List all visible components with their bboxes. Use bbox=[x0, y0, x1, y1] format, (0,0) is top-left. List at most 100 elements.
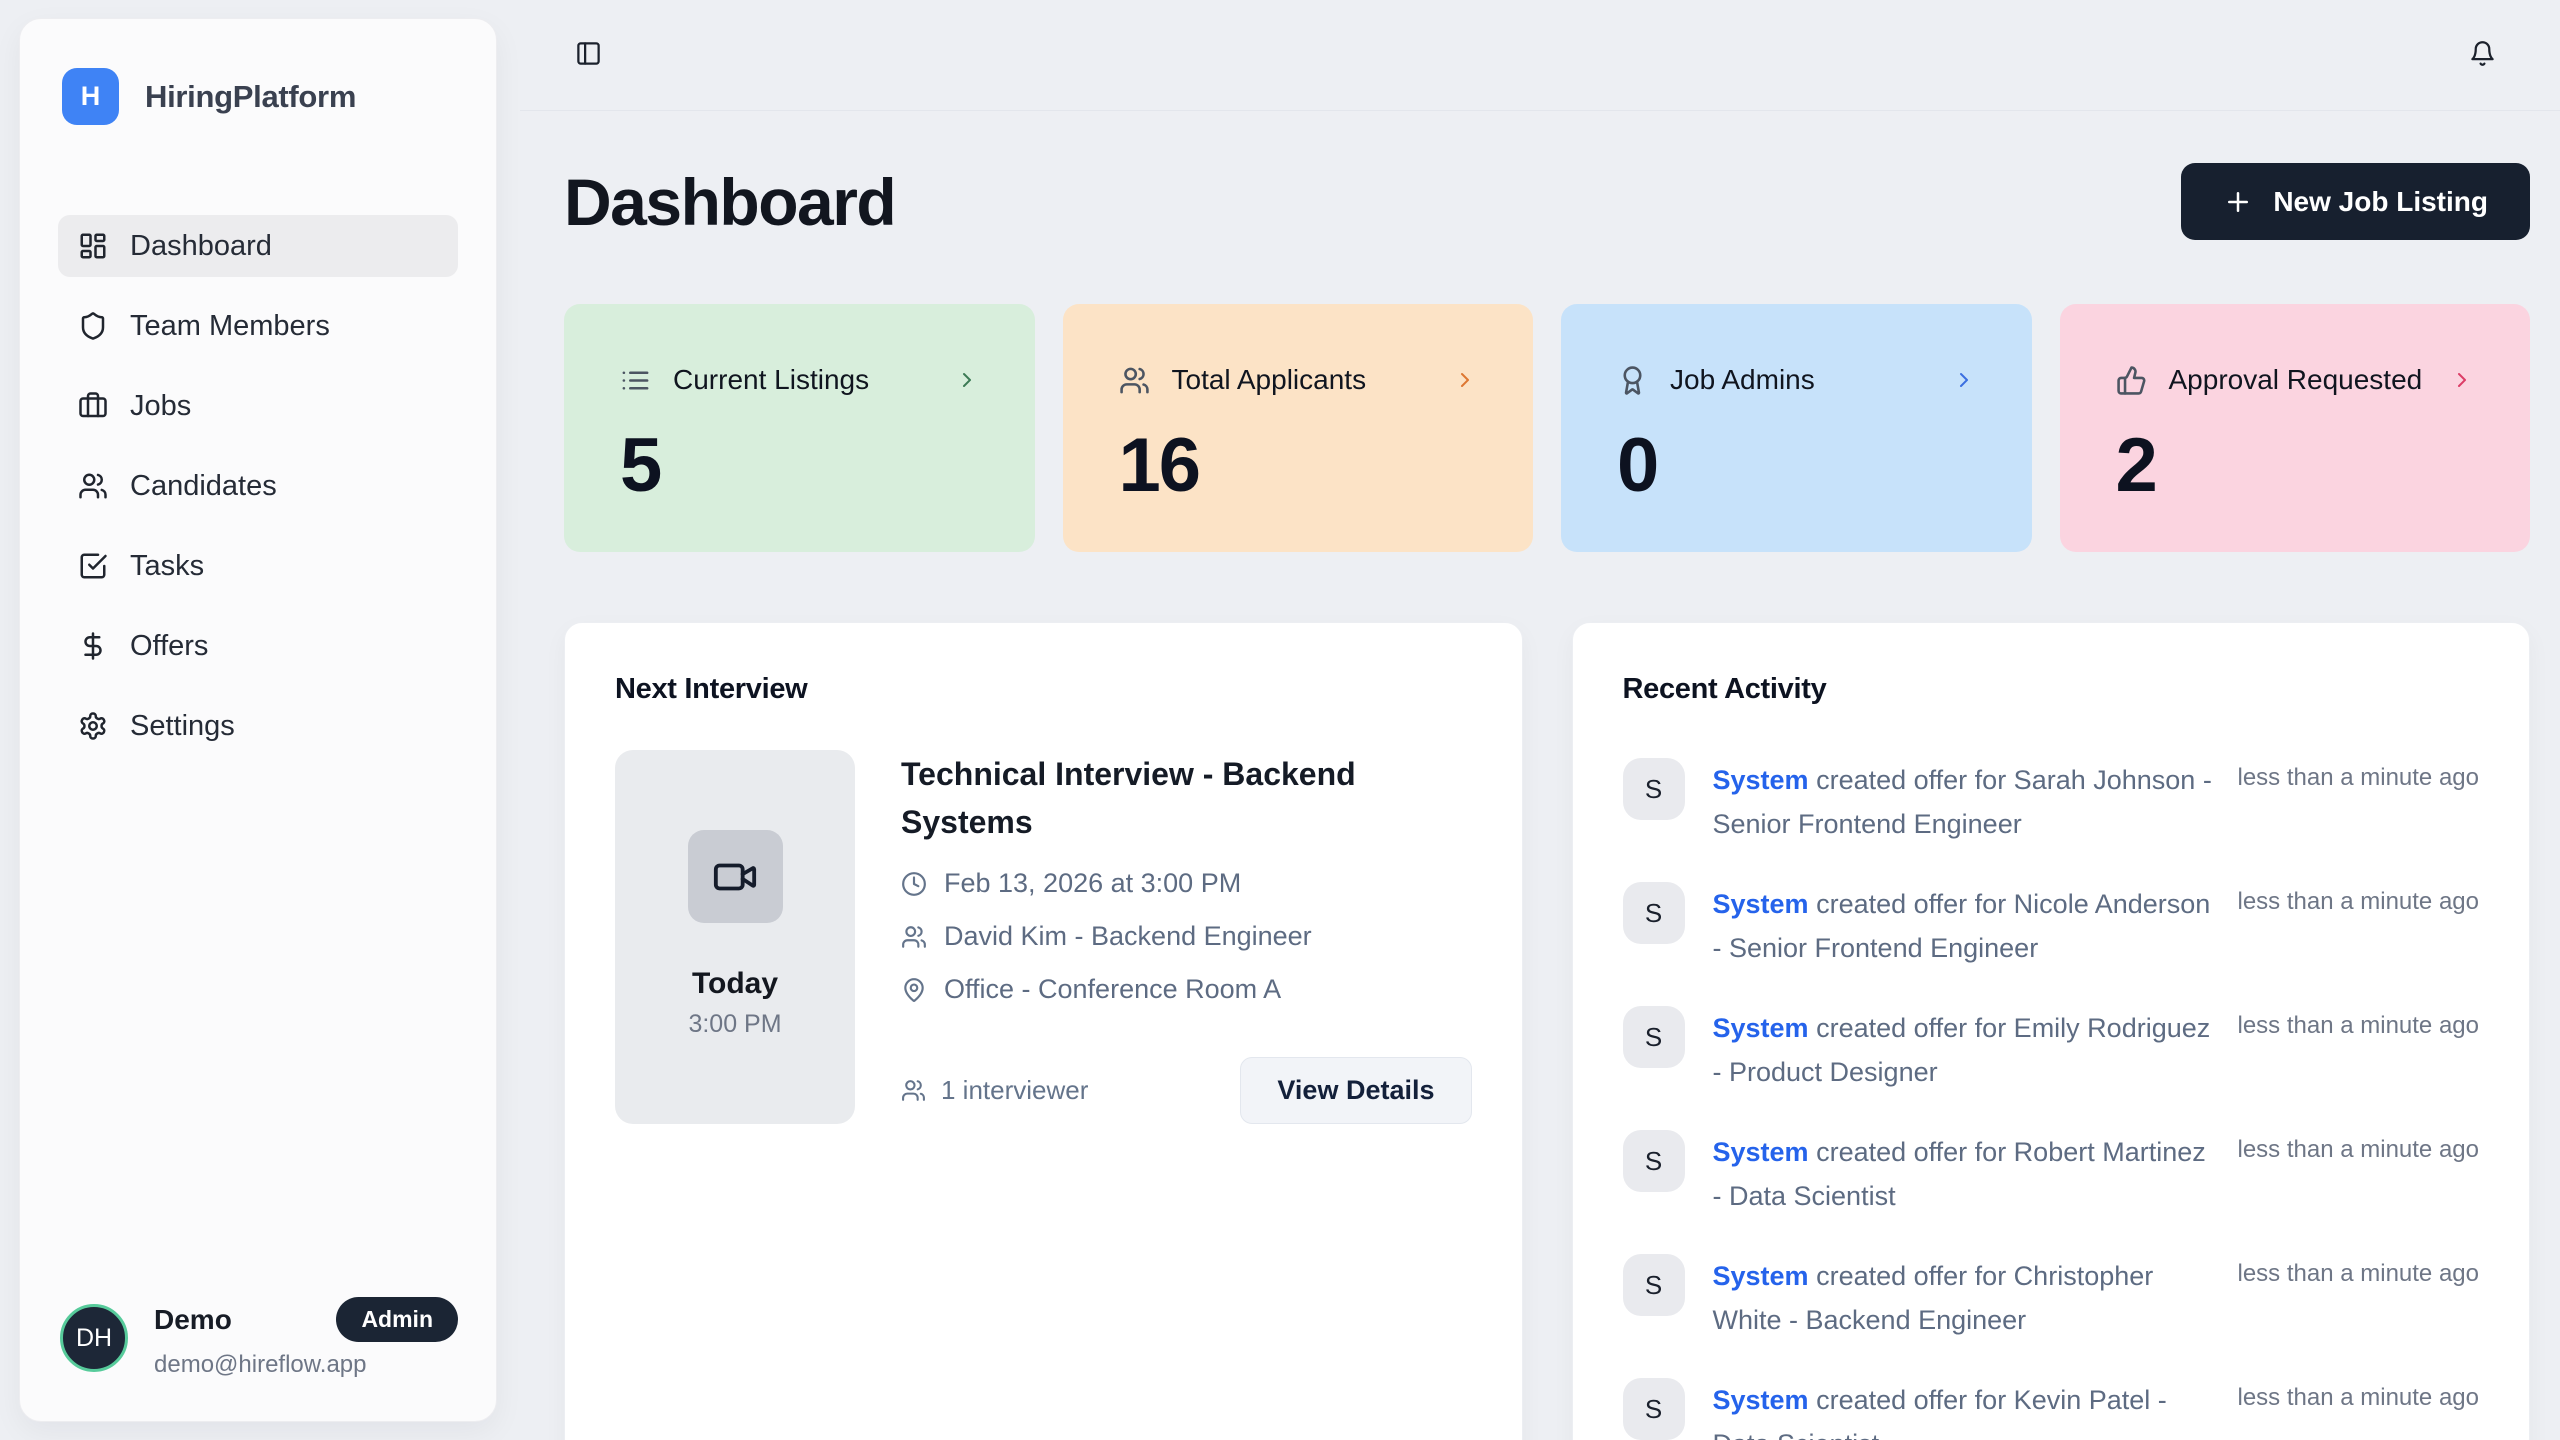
interviewer-count: 1 interviewer bbox=[941, 1075, 1089, 1105]
users-icon bbox=[901, 924, 927, 950]
recent-activity-heading: Recent Activity bbox=[1622, 673, 1827, 705]
page-content: Dashboard New Job Listing Current Listin… bbox=[520, 111, 2560, 1440]
activity-avatar: S bbox=[1622, 1254, 1685, 1316]
main-area: Dashboard New Job Listing Current Listin… bbox=[520, 0, 2560, 1440]
activity-avatar: S bbox=[1622, 882, 1685, 944]
sidebar-item-label: Offers bbox=[130, 629, 209, 662]
activity-description: created offer for Robert Martinez - Data… bbox=[1712, 1137, 2206, 1211]
activity-description: created offer for Christopher White - Ba… bbox=[1712, 1261, 2154, 1335]
sidebar-item[interactable]: Settings bbox=[58, 695, 458, 757]
activity-actor-link[interactable]: System bbox=[1712, 1137, 1809, 1167]
activity-avatar: S bbox=[1622, 1006, 1685, 1068]
activity-row: S System created offer for Sarah Johnson… bbox=[1622, 758, 2479, 846]
briefcase-icon bbox=[78, 391, 108, 421]
activity-actor-link[interactable]: System bbox=[1712, 1385, 1809, 1415]
users-icon bbox=[78, 471, 108, 501]
sidebar-item[interactable]: Offers bbox=[58, 615, 458, 677]
sidebar-item[interactable]: Tasks bbox=[58, 535, 458, 597]
brand-logo-badge: H bbox=[62, 68, 119, 125]
activity-actor-link[interactable]: System bbox=[1712, 889, 1809, 919]
activity-timestamp: less than a minute ago bbox=[2237, 1260, 2480, 1287]
activity-avatar: S bbox=[1622, 1130, 1685, 1192]
chevron-right-icon bbox=[1453, 368, 1477, 392]
stat-card[interactable]: Total Applicants 16 bbox=[1062, 304, 1533, 552]
activity-row: S System created offer for Emily Rodrigu… bbox=[1622, 1006, 2480, 1094]
activity-actor-link[interactable]: System bbox=[1712, 765, 1809, 795]
sidebar-item-label: Jobs bbox=[130, 389, 192, 422]
stat-value: 0 bbox=[1617, 423, 1659, 508]
list-icon bbox=[620, 365, 651, 396]
sidebar-item-label: Settings bbox=[130, 709, 235, 742]
page-title: Dashboard bbox=[564, 164, 897, 239]
notifications-button[interactable] bbox=[2469, 40, 2496, 70]
dollar-icon bbox=[78, 631, 108, 661]
panel-left-icon bbox=[575, 40, 602, 67]
activity-timestamp: less than a minute ago bbox=[2237, 1012, 2480, 1039]
role-badge: Admin bbox=[336, 1297, 458, 1342]
clock-icon bbox=[901, 871, 927, 897]
interview-datetime: Feb 13, 2026 at 3:00 PM bbox=[944, 868, 1242, 898]
user-name: Demo bbox=[154, 1303, 232, 1335]
brand-logo: H HiringPlatform bbox=[20, 19, 496, 125]
recent-activity-panel: Recent Activity S System created offer f… bbox=[1571, 622, 2530, 1440]
new-job-listing-label: New Job Listing bbox=[2273, 185, 2488, 217]
map-pin-icon bbox=[901, 977, 927, 1003]
bell-icon bbox=[2469, 40, 2496, 67]
activity-avatar: S bbox=[1622, 758, 1685, 820]
stat-card[interactable]: Approval Requested 2 bbox=[2059, 304, 2530, 552]
avatar: DH bbox=[60, 1304, 128, 1372]
activity-row: S System created offer for Christopher W… bbox=[1622, 1254, 2480, 1342]
sidebar-toggle-button[interactable] bbox=[575, 40, 602, 70]
view-details-button[interactable]: View Details bbox=[1240, 1057, 1472, 1124]
stat-value: 2 bbox=[2115, 423, 2158, 508]
brand-name: HiringPlatform bbox=[145, 78, 357, 114]
stat-cards: Current Listings 5 Total Applicants 16 bbox=[564, 304, 2530, 552]
stat-card[interactable]: Job Admins 0 bbox=[1561, 304, 2032, 552]
dashboard-icon bbox=[78, 231, 108, 261]
interview-time-box: Today 3:00 PM bbox=[615, 750, 855, 1124]
sidebar-item[interactable]: Dashboard bbox=[58, 215, 458, 277]
topbar bbox=[520, 0, 2560, 111]
gear-icon bbox=[78, 711, 108, 741]
shield-icon bbox=[78, 311, 108, 341]
activity-row: S System created offer for Nicole Anders… bbox=[1622, 882, 2480, 970]
activity-actor-link[interactable]: System bbox=[1712, 1261, 1809, 1291]
interview-hour: 3:00 PM bbox=[688, 1010, 782, 1038]
interview-location: Office - Conference Room A bbox=[944, 974, 1282, 1004]
award-icon bbox=[1617, 365, 1648, 396]
activity-timestamp: less than a minute ago bbox=[2237, 888, 2480, 915]
stat-label: Job Admins bbox=[1670, 364, 1815, 395]
stat-card[interactable]: Current Listings 5 bbox=[564, 304, 1035, 552]
new-job-listing-button[interactable]: New Job Listing bbox=[2181, 163, 2530, 240]
interview-title: Technical Interview - Backend Systems bbox=[901, 756, 1356, 840]
user-email: demo@hireflow.app bbox=[154, 1351, 367, 1378]
users-icon bbox=[1119, 365, 1150, 396]
interview-candidate: David Kim - Backend Engineer bbox=[944, 921, 1312, 951]
sidebar-item[interactable]: Candidates bbox=[58, 455, 458, 517]
user-card[interactable]: DH Demo Admin demo@hireflow.app bbox=[20, 1297, 496, 1421]
sidebar-item-label: Tasks bbox=[130, 549, 205, 582]
chevron-right-icon bbox=[2450, 368, 2474, 392]
next-interview-panel: Next Interview Today 3:00 PM Technical I… bbox=[564, 622, 1523, 1440]
video-chip bbox=[687, 830, 783, 923]
activity-description: created offer for Sarah Johnson - Senior… bbox=[1712, 765, 2212, 839]
activity-list: S System created offer for Sarah Johnson… bbox=[1622, 758, 2480, 1440]
sidebar-item[interactable]: Team Members bbox=[58, 295, 458, 357]
stat-label: Total Applicants bbox=[1171, 364, 1367, 395]
stat-label: Current Listings bbox=[673, 364, 870, 395]
activity-timestamp: less than a minute ago bbox=[2237, 1384, 2480, 1411]
sidebar-item[interactable]: Jobs bbox=[58, 375, 458, 437]
activity-actor-link[interactable]: System bbox=[1712, 1013, 1809, 1043]
sidebar-item-label: Candidates bbox=[130, 469, 277, 502]
sidebar-nav: Dashboard Team Members Jobs Candidates T… bbox=[20, 215, 496, 757]
next-interview-heading: Next Interview bbox=[615, 673, 808, 705]
check-square-icon bbox=[78, 551, 108, 581]
stat-value: 5 bbox=[620, 423, 662, 508]
stat-label: Approval Requested bbox=[2168, 364, 2423, 395]
sidebar: H HiringPlatform Dashboard Team Members … bbox=[19, 18, 497, 1422]
sidebar-item-label: Dashboard bbox=[130, 229, 272, 262]
video-icon bbox=[712, 854, 758, 900]
interview-day: Today bbox=[691, 967, 779, 1000]
activity-description: created offer for Kevin Patel - Data Sci… bbox=[1713, 1385, 2167, 1440]
thumbs-up-icon bbox=[2116, 365, 2147, 396]
